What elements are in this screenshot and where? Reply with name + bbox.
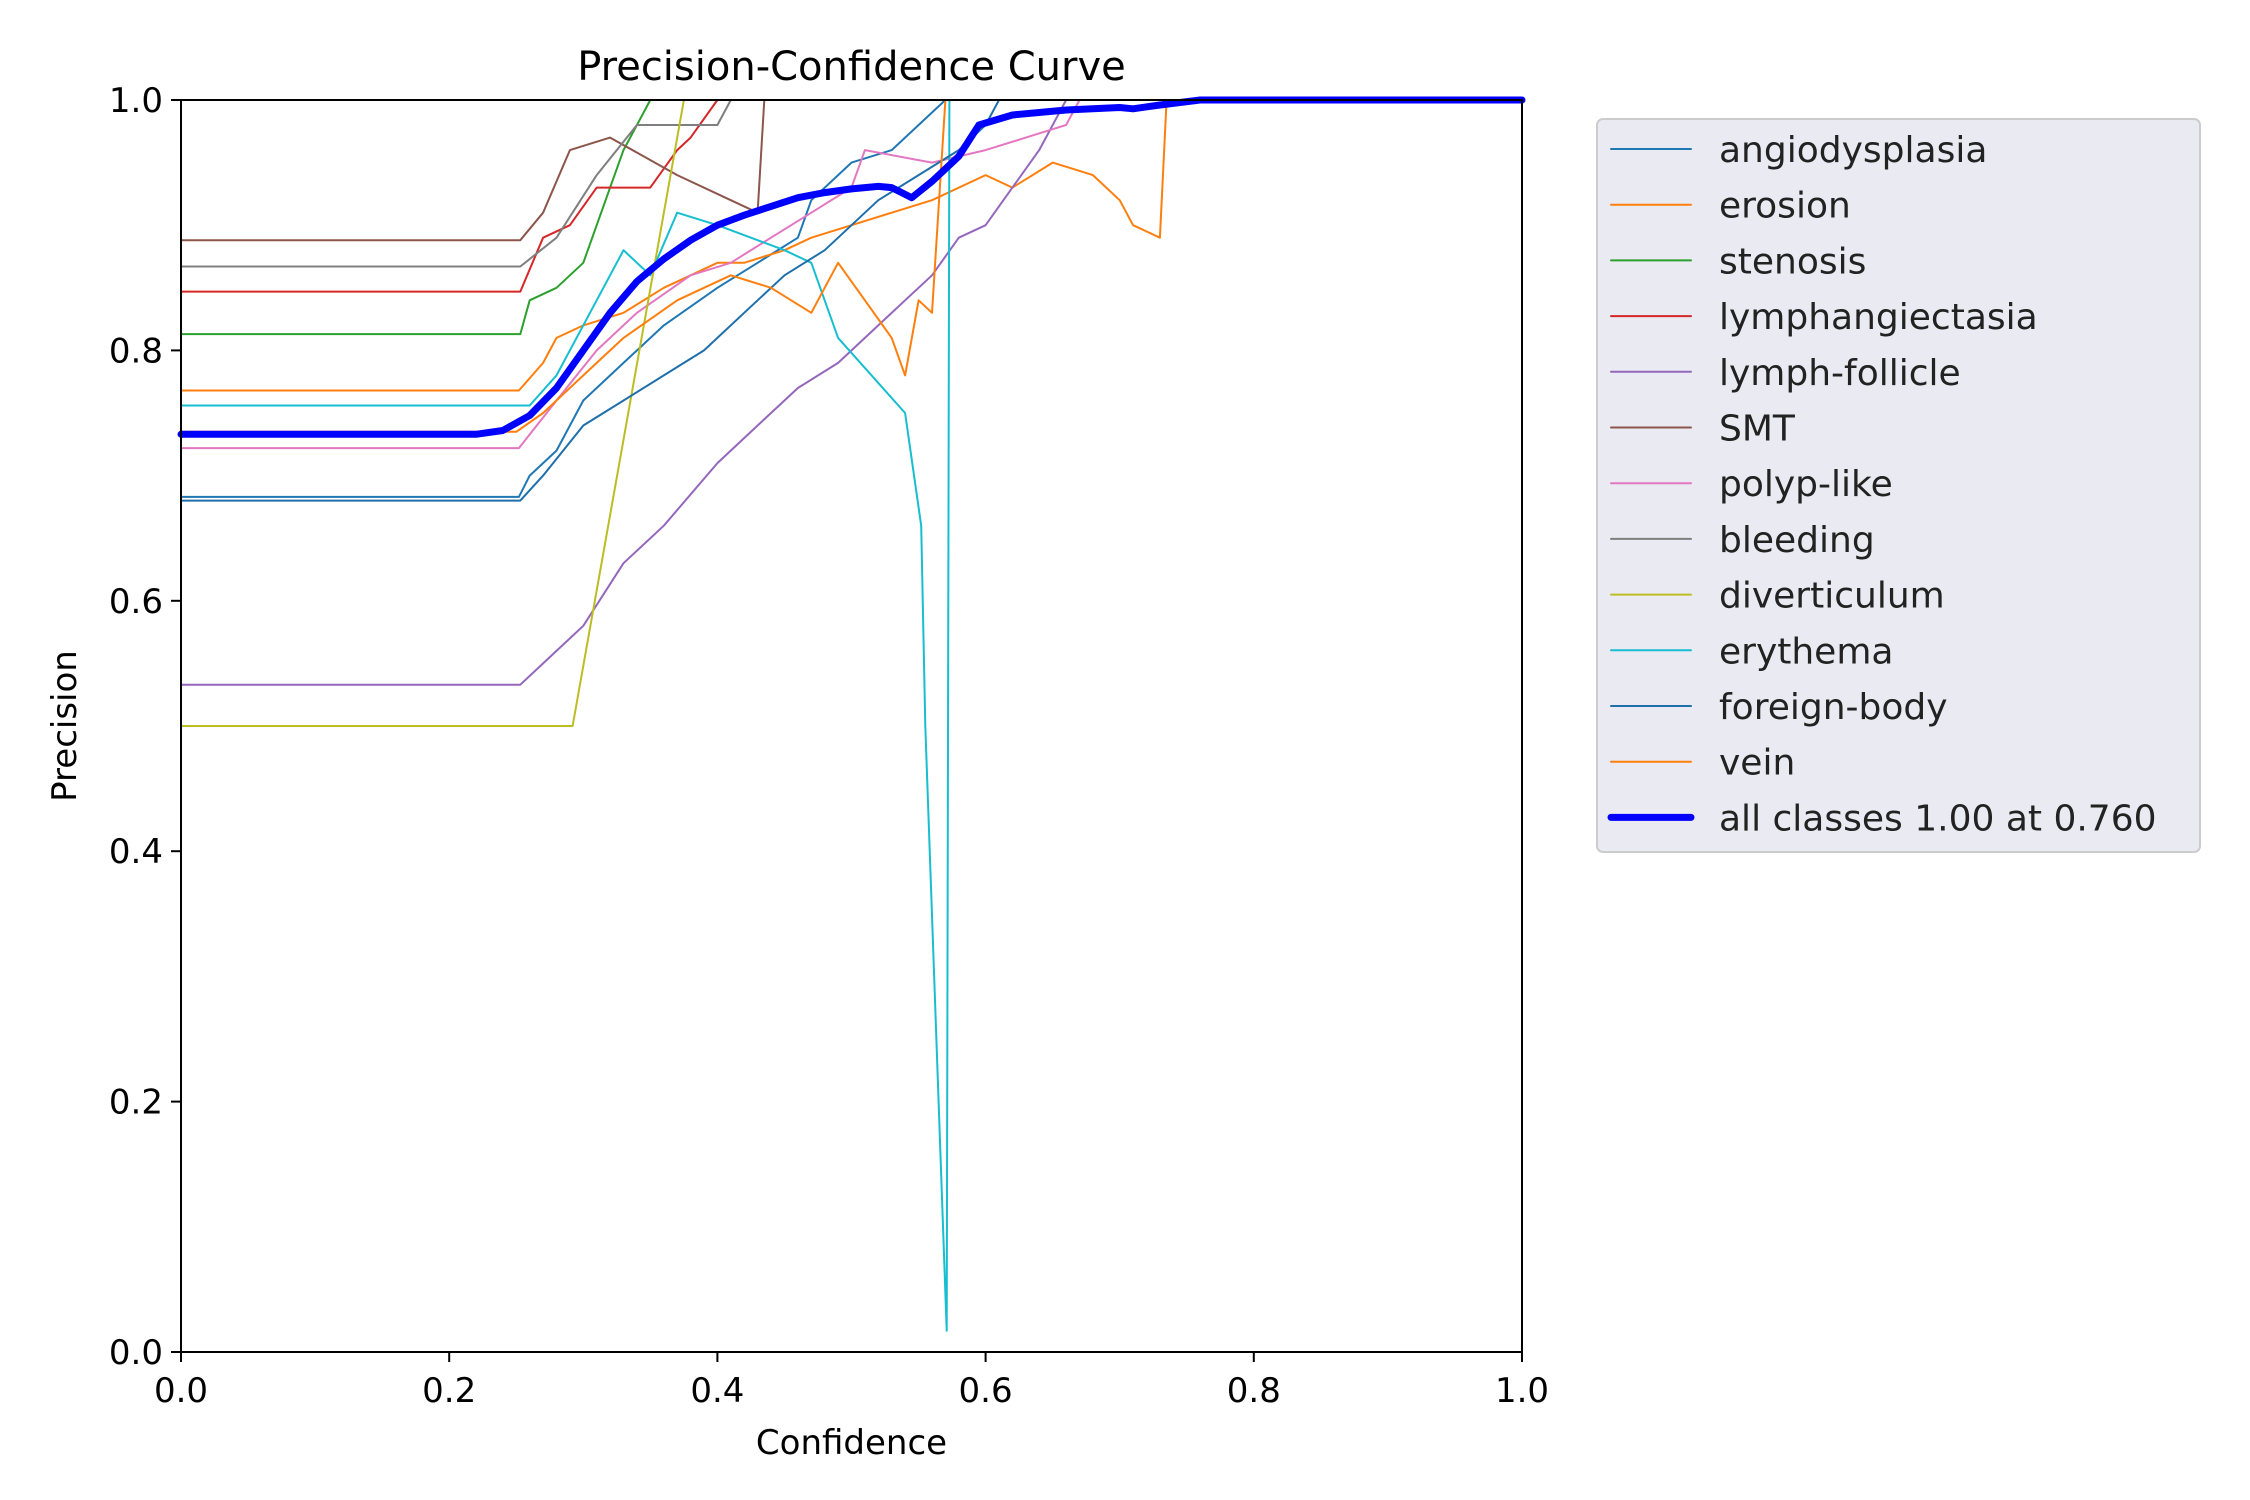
x-axis: 0.0 0.2 0.4 0.6 0.8 1.0: [154, 1352, 1549, 1411]
series-line-vein: [180, 99, 1523, 433]
legend-entry-label: angiodysplasia: [1719, 130, 1987, 171]
x-tick-label: 1.0: [1495, 1371, 1549, 1411]
legend-entry-label: all classes 1.00 at 0.760: [1719, 798, 2157, 839]
y-axis: 0.0 0.2 0.4 0.6 0.8 1.0: [109, 81, 181, 1373]
legend-entry-label: bleeding: [1719, 520, 1875, 561]
legend-entry-label: vein: [1719, 743, 1795, 784]
legend-entry-label: polyp-like: [1719, 464, 1893, 505]
x-tick-label: 0.0: [154, 1371, 208, 1411]
legend-entry-label: lymph-follicle: [1719, 353, 1961, 394]
series-line-all-classes-1-00-at-0-760: [177, 96, 1526, 438]
legend-entry-label: erythema: [1719, 631, 1893, 672]
y-tick-label: 0.2: [109, 1083, 163, 1123]
legend-box: [1596, 118, 2201, 853]
legend: angiodysplasia erosion stenosis lymphangiec…: [1596, 118, 2201, 853]
y-tick-label: 0.0: [109, 1333, 163, 1373]
legend-entry-label: lymphangiectasia: [1719, 297, 2038, 338]
chart-title: Precision-Confidence Curve: [577, 44, 1126, 90]
series-layer: [177, 96, 1526, 1332]
legend-entry-label: stenosis: [1719, 241, 1866, 282]
series-line-erythema: [180, 99, 1523, 1332]
y-tick-label: 0.4: [109, 832, 163, 872]
series-line-smt: [180, 99, 1523, 242]
series-line-stenosis: [180, 99, 1523, 336]
y-axis-label: Precision: [45, 650, 85, 802]
series-line-lymph-follicle: [180, 99, 1523, 686]
series-line-erosion: [180, 99, 1523, 392]
series-line-polyp-like: [180, 99, 1523, 450]
legend-entry-label: diverticulum: [1719, 576, 1945, 617]
legend-entry-label: foreign-body: [1719, 687, 1948, 728]
x-axis-label: Confidence: [756, 1423, 947, 1463]
legend-entry-label: erosion: [1719, 186, 1851, 227]
x-tick-label: 0.8: [1227, 1371, 1281, 1411]
series-line-angiodysplasia: [180, 99, 1523, 498]
plot-frame: [180, 99, 1523, 1353]
y-tick-label: 0.6: [109, 582, 163, 622]
y-tick-label: 1.0: [109, 81, 163, 121]
series-line-bleeding: [180, 99, 1523, 268]
series-line-lymphangiectasia: [180, 99, 1523, 293]
legend-entry-label: SMT: [1719, 409, 1796, 450]
x-tick-label: 0.6: [959, 1371, 1013, 1411]
x-tick-label: 0.4: [690, 1371, 744, 1411]
x-tick-label: 0.2: [422, 1371, 476, 1411]
y-tick-label: 0.8: [109, 331, 163, 371]
